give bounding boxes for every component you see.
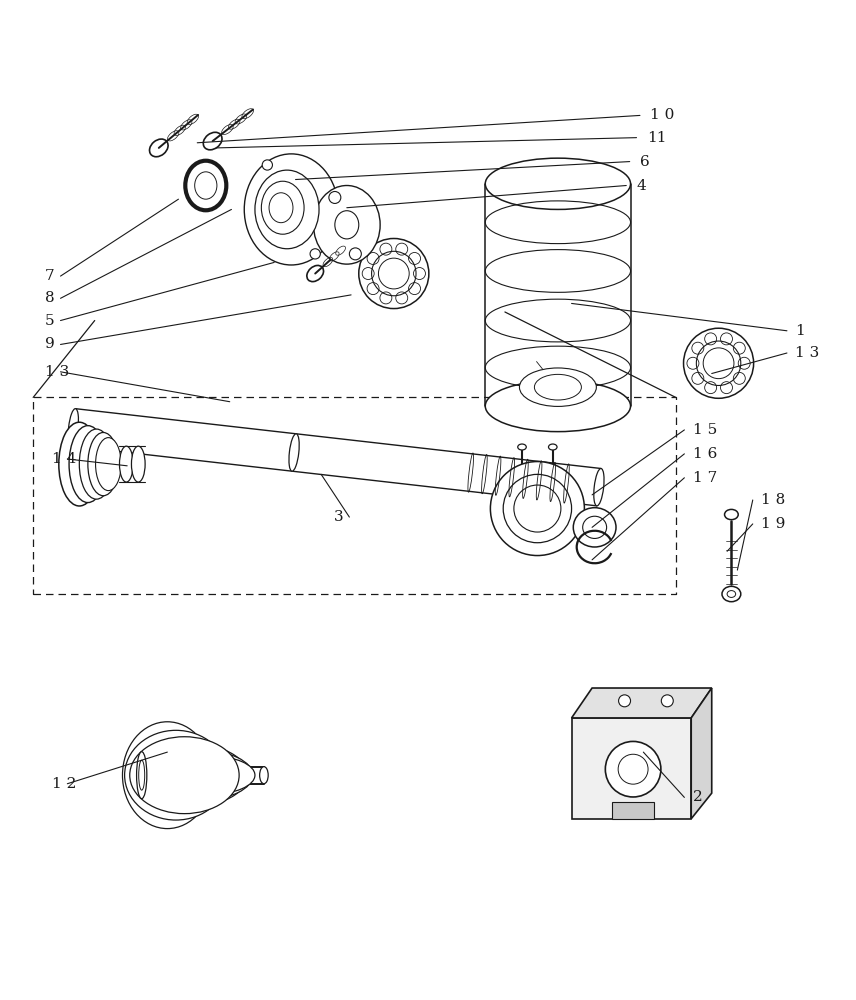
- Ellipse shape: [69, 426, 107, 503]
- Ellipse shape: [313, 186, 380, 264]
- Ellipse shape: [359, 238, 429, 309]
- Text: 1 3: 1 3: [45, 365, 69, 379]
- Ellipse shape: [722, 586, 740, 602]
- Ellipse shape: [490, 462, 585, 556]
- Text: 1 3: 1 3: [795, 346, 820, 360]
- Ellipse shape: [518, 444, 526, 450]
- Text: 3: 3: [334, 510, 343, 524]
- Ellipse shape: [130, 737, 239, 814]
- Text: 1 2: 1 2: [52, 777, 76, 791]
- Ellipse shape: [520, 368, 597, 406]
- Text: 1 0: 1 0: [651, 108, 675, 122]
- Text: 1 9: 1 9: [761, 517, 786, 531]
- Ellipse shape: [165, 756, 255, 794]
- Text: 11: 11: [647, 131, 666, 145]
- Text: 5: 5: [45, 314, 55, 328]
- Ellipse shape: [88, 432, 119, 496]
- Ellipse shape: [549, 444, 557, 450]
- Ellipse shape: [96, 438, 122, 491]
- Ellipse shape: [485, 158, 631, 209]
- Ellipse shape: [244, 154, 338, 265]
- Ellipse shape: [259, 767, 268, 784]
- Text: 1 7: 1 7: [693, 471, 717, 485]
- Circle shape: [310, 249, 320, 259]
- Text: 8: 8: [45, 291, 55, 305]
- Text: 1 4: 1 4: [52, 452, 76, 466]
- Text: 1 8: 1 8: [761, 493, 786, 507]
- Ellipse shape: [255, 170, 319, 249]
- Ellipse shape: [132, 446, 146, 482]
- Ellipse shape: [137, 752, 147, 799]
- Text: 1 6: 1 6: [693, 447, 717, 461]
- Polygon shape: [692, 688, 711, 819]
- Ellipse shape: [185, 161, 226, 210]
- Ellipse shape: [120, 446, 134, 482]
- Circle shape: [662, 695, 674, 707]
- Ellipse shape: [59, 422, 100, 506]
- Text: 9: 9: [45, 337, 55, 351]
- Polygon shape: [572, 688, 711, 718]
- Ellipse shape: [125, 730, 227, 820]
- Text: 4: 4: [637, 179, 646, 193]
- Ellipse shape: [68, 409, 79, 446]
- Ellipse shape: [485, 380, 631, 432]
- Text: 6: 6: [640, 155, 650, 169]
- Ellipse shape: [80, 429, 114, 499]
- Ellipse shape: [724, 509, 738, 520]
- Circle shape: [349, 248, 361, 260]
- Circle shape: [329, 191, 341, 203]
- Ellipse shape: [139, 744, 247, 806]
- Text: 2: 2: [693, 790, 703, 804]
- Ellipse shape: [574, 508, 616, 547]
- Ellipse shape: [605, 741, 661, 797]
- Polygon shape: [572, 718, 692, 819]
- Text: 1: 1: [795, 324, 805, 338]
- Ellipse shape: [594, 468, 604, 506]
- Ellipse shape: [151, 750, 253, 800]
- Circle shape: [619, 695, 631, 707]
- Polygon shape: [612, 802, 655, 819]
- Ellipse shape: [684, 328, 753, 398]
- Text: 1 5: 1 5: [693, 423, 717, 437]
- Circle shape: [262, 160, 272, 170]
- Ellipse shape: [289, 434, 300, 471]
- Ellipse shape: [122, 722, 212, 829]
- Text: 7: 7: [45, 269, 55, 283]
